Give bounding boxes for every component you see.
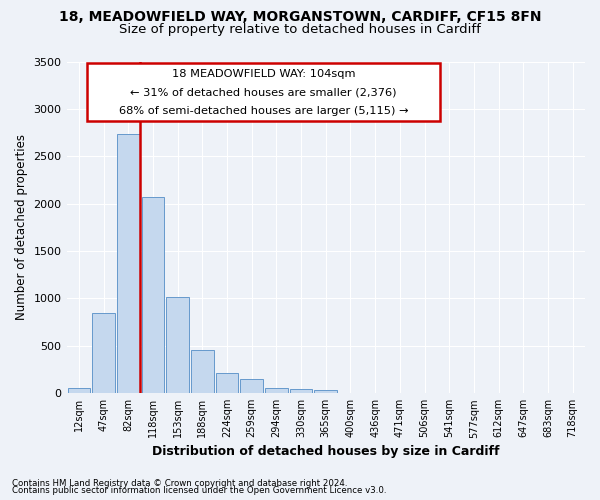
Bar: [215, 373, 238, 393]
Bar: [191, 350, 214, 393]
X-axis label: Distribution of detached houses by size in Cardiff: Distribution of detached houses by size …: [152, 444, 500, 458]
FancyBboxPatch shape: [87, 63, 440, 121]
Text: Contains HM Land Registry data © Crown copyright and database right 2024.: Contains HM Land Registry data © Crown c…: [12, 478, 347, 488]
Text: 68% of semi-detached houses are larger (5,115) →: 68% of semi-detached houses are larger (…: [119, 106, 409, 116]
Y-axis label: Number of detached properties: Number of detached properties: [15, 134, 28, 320]
Bar: [117, 134, 140, 393]
Bar: [142, 196, 164, 393]
Text: Contains public sector information licensed under the Open Government Licence v3: Contains public sector information licen…: [12, 486, 386, 495]
Text: 18 MEADOWFIELD WAY: 104sqm: 18 MEADOWFIELD WAY: 104sqm: [172, 68, 355, 78]
Bar: [166, 296, 189, 393]
Text: 18, MEADOWFIELD WAY, MORGANSTOWN, CARDIFF, CF15 8FN: 18, MEADOWFIELD WAY, MORGANSTOWN, CARDIF…: [59, 10, 541, 24]
Text: ← 31% of detached houses are smaller (2,376): ← 31% of detached houses are smaller (2,…: [130, 87, 397, 97]
Bar: [265, 388, 288, 393]
Bar: [290, 389, 313, 393]
Text: Size of property relative to detached houses in Cardiff: Size of property relative to detached ho…: [119, 22, 481, 36]
Bar: [68, 388, 90, 393]
Bar: [92, 312, 115, 393]
Bar: [241, 380, 263, 393]
Bar: [314, 390, 337, 393]
